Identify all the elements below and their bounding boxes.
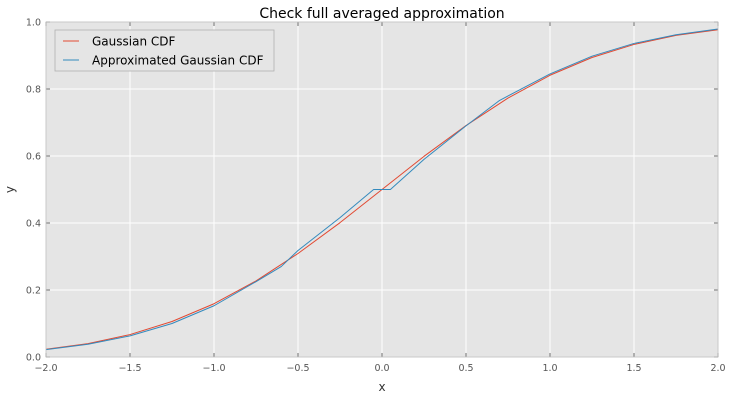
series-layer — [45, 28, 719, 351]
chart-title: Check full averaged approximation — [259, 6, 504, 22]
x-tick-label: 2.0 — [710, 363, 725, 374]
y-tick-label: 1.0 — [26, 18, 41, 29]
legend-label: Gaussian CDF — [92, 35, 175, 49]
x-tick-label: 1.0 — [542, 363, 557, 374]
legend-box — [54, 29, 275, 72]
y-axis-label: y — [3, 186, 17, 193]
x-tick-label: −1.0 — [202, 363, 225, 374]
x-axis-label: x — [378, 380, 385, 394]
x-tick-label: 0.0 — [374, 363, 389, 374]
x-tick-label: −0.5 — [286, 363, 309, 374]
y-tick-label: 0.8 — [26, 85, 41, 96]
y-tick-label: 0.2 — [26, 286, 41, 297]
x-tick-label: 0.5 — [458, 363, 473, 374]
legend: Gaussian CDF Approximated Gaussian CDF — [54, 29, 275, 72]
y-tick-label: 0.0 — [26, 353, 41, 364]
axis-ticks: −2.0 −1.5 −1.0 −0.5 0.0 0.5 1.0 1.5 2.0 0.0 0.2 0.4… — [26, 18, 726, 375]
x-tick-label: 1.5 — [626, 363, 641, 374]
legend-label: Approximated Gaussian CDF — [92, 54, 264, 68]
x-tick-label: −2.0 — [34, 363, 57, 374]
series-line-1 — [45, 28, 719, 351]
y-tick-label: 0.6 — [26, 152, 41, 163]
y-tick-label: 0.4 — [26, 219, 41, 230]
x-tick-label: −1.5 — [118, 363, 141, 374]
plot-frame — [45, 21, 719, 358]
